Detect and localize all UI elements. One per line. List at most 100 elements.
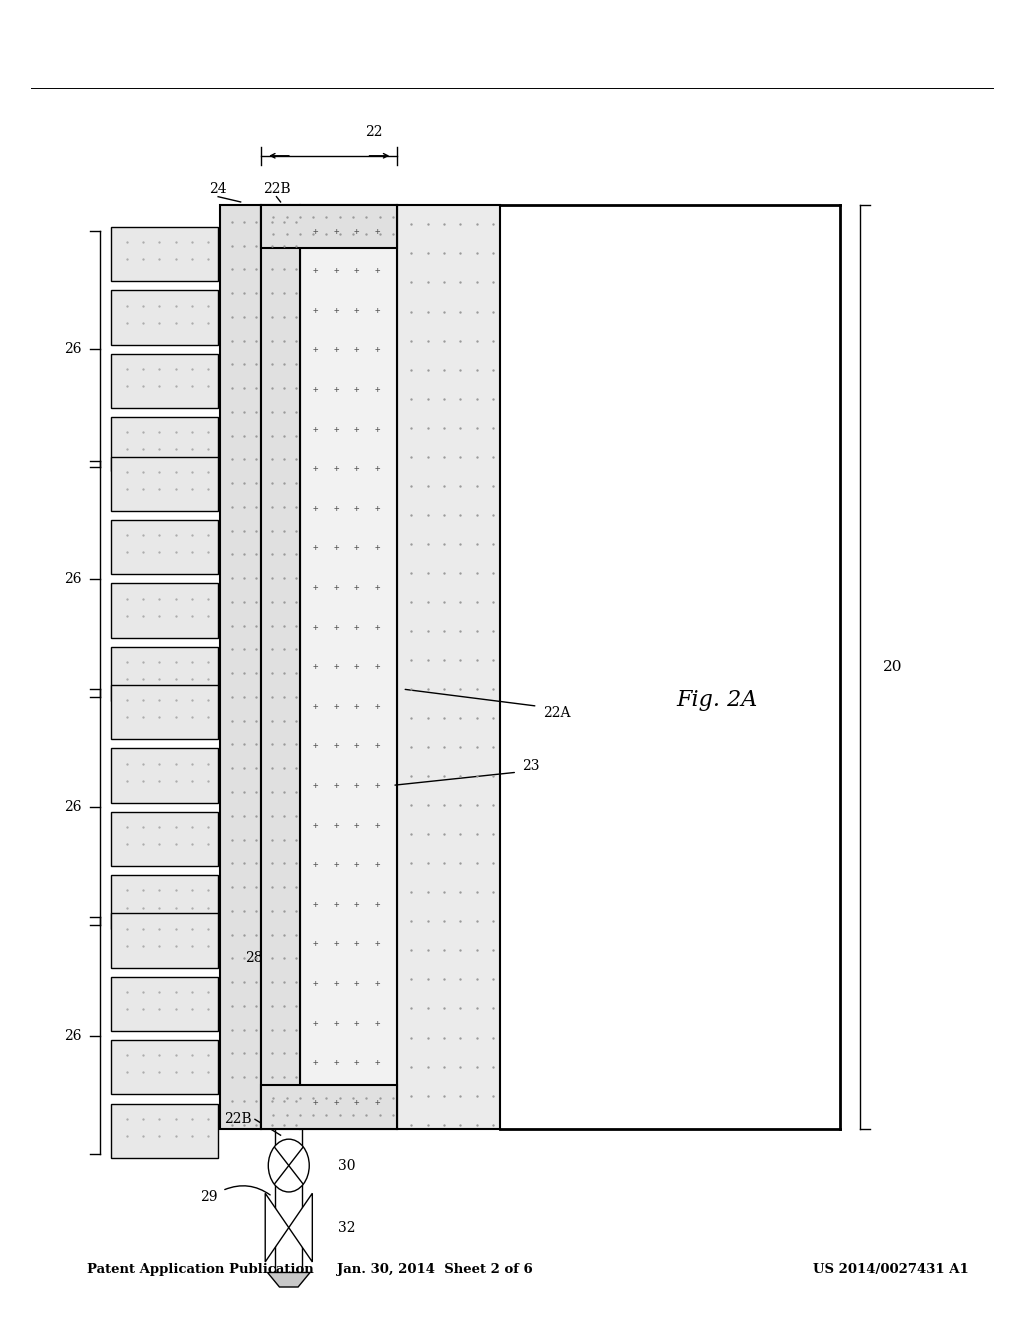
Text: +: +	[333, 821, 339, 829]
Text: +: +	[353, 861, 359, 869]
Text: +: +	[374, 465, 380, 473]
Text: +: +	[353, 306, 359, 314]
Text: +: +	[374, 425, 380, 433]
Text: +: +	[333, 1019, 339, 1027]
Text: +: +	[312, 306, 318, 314]
Text: +: +	[333, 623, 339, 631]
Text: +: +	[374, 227, 380, 235]
Text: +: +	[374, 663, 380, 671]
Text: 26: 26	[65, 342, 82, 356]
Text: 24: 24	[209, 182, 227, 195]
Text: +: +	[374, 544, 380, 552]
Text: +: +	[312, 267, 318, 275]
Text: +: +	[353, 821, 359, 829]
Text: +: +	[333, 306, 339, 314]
Bar	[111, 647, 218, 701]
Text: +: +	[333, 465, 339, 473]
Text: +: +	[333, 425, 339, 433]
Text: +: +	[374, 742, 380, 750]
Text: +: +	[374, 306, 380, 314]
Bar	[111, 748, 218, 803]
Bar	[111, 520, 218, 574]
Text: +: +	[353, 465, 359, 473]
Text: +: +	[353, 544, 359, 552]
Bar	[397, 205, 500, 1129]
Text: +: +	[333, 702, 339, 710]
Text: +: +	[312, 821, 318, 829]
Text: +: +	[374, 385, 380, 393]
Bar	[111, 685, 218, 739]
Text: +: +	[333, 504, 339, 512]
Text: +: +	[312, 702, 318, 710]
Text: +: +	[353, 900, 359, 908]
Text: +: +	[312, 623, 318, 631]
Text: +: +	[312, 425, 318, 433]
Text: 23: 23	[522, 759, 540, 772]
Text: +: +	[333, 583, 339, 591]
Text: +: +	[312, 1019, 318, 1027]
Text: +: +	[374, 979, 380, 987]
Text: +: +	[353, 979, 359, 987]
Text: +: +	[333, 267, 339, 275]
Circle shape	[268, 1139, 309, 1192]
Text: Patent Application Publication: Patent Application Publication	[87, 1263, 313, 1276]
Text: +: +	[353, 1098, 359, 1106]
Text: +: +	[374, 821, 380, 829]
Text: +: +	[333, 979, 339, 987]
Text: +: +	[312, 1059, 318, 1067]
Text: +: +	[333, 861, 339, 869]
Bar	[261, 205, 397, 248]
Bar	[111, 227, 218, 281]
Text: 22B: 22B	[263, 182, 290, 195]
FancyArrowPatch shape	[225, 1185, 270, 1195]
Text: +: +	[374, 1098, 380, 1106]
Text: +: +	[374, 900, 380, 908]
Text: +: +	[333, 663, 339, 671]
Text: +: +	[353, 702, 359, 710]
Text: +: +	[374, 583, 380, 591]
Text: 22: 22	[365, 125, 383, 139]
Text: 28: 28	[245, 952, 263, 965]
Text: 30: 30	[338, 1159, 355, 1172]
Text: 22A: 22A	[543, 706, 570, 719]
Text: US 2014/0027431 A1: US 2014/0027431 A1	[813, 1263, 969, 1276]
Text: Fig. 2A: Fig. 2A	[676, 689, 758, 710]
Bar	[111, 913, 218, 968]
Bar	[111, 1040, 218, 1094]
Bar	[111, 1104, 218, 1158]
Text: Jan. 30, 2014  Sheet 2 of 6: Jan. 30, 2014 Sheet 2 of 6	[337, 1263, 534, 1276]
Text: +: +	[374, 861, 380, 869]
Text: +: +	[333, 346, 339, 354]
Text: +: +	[312, 544, 318, 552]
Text: +: +	[374, 1059, 380, 1067]
Text: +: +	[374, 504, 380, 512]
Text: +: +	[374, 702, 380, 710]
Text: +: +	[333, 940, 339, 948]
Text: +: +	[353, 583, 359, 591]
Text: 26: 26	[65, 572, 82, 586]
Bar	[111, 583, 218, 638]
Text: 29: 29	[200, 1191, 217, 1204]
Text: +: +	[353, 781, 359, 789]
Text: +: +	[312, 979, 318, 987]
Text: +: +	[374, 1019, 380, 1027]
Bar	[111, 354, 218, 408]
Bar	[111, 812, 218, 866]
Text: +: +	[353, 742, 359, 750]
Text: +: +	[312, 504, 318, 512]
Text: +: +	[353, 227, 359, 235]
Bar	[111, 290, 218, 345]
Text: +: +	[374, 623, 380, 631]
Polygon shape	[265, 1193, 289, 1262]
Text: +: +	[333, 781, 339, 789]
Text: +: +	[374, 267, 380, 275]
Text: +: +	[333, 1098, 339, 1106]
Text: +: +	[353, 267, 359, 275]
Bar	[261, 205, 300, 1129]
Bar	[300, 205, 397, 1129]
Text: +: +	[333, 544, 339, 552]
Bar	[111, 457, 218, 511]
Text: 22B: 22B	[224, 1113, 252, 1126]
Text: +: +	[312, 781, 318, 789]
Text: +: +	[353, 385, 359, 393]
